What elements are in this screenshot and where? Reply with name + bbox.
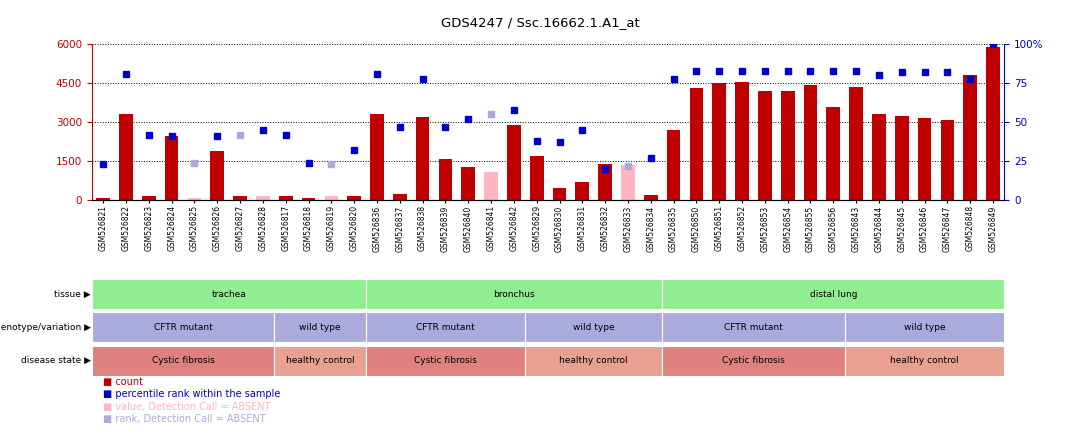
Bar — [895, 115, 908, 200]
Bar — [233, 196, 247, 200]
Bar — [188, 198, 201, 200]
Bar — [438, 159, 453, 200]
Bar — [301, 198, 315, 200]
Bar — [713, 83, 726, 200]
Bar — [324, 196, 338, 200]
Bar — [576, 182, 590, 200]
Bar — [279, 196, 293, 200]
Bar — [507, 125, 521, 200]
Text: ■ rank, Detection Call = ABSENT: ■ rank, Detection Call = ABSENT — [103, 414, 266, 424]
Text: GDS4247 / Ssc.16662.1.A1_at: GDS4247 / Ssc.16662.1.A1_at — [441, 16, 639, 28]
Bar — [804, 84, 818, 200]
Bar — [758, 91, 772, 200]
Bar — [141, 196, 156, 200]
Bar — [621, 165, 635, 200]
Text: healthy control: healthy control — [890, 356, 959, 365]
Text: CFTR mutant: CFTR mutant — [416, 323, 475, 332]
Bar — [644, 194, 658, 200]
Bar — [274, 346, 365, 376]
Bar — [348, 196, 361, 200]
Bar — [662, 313, 845, 342]
Text: healthy control: healthy control — [559, 356, 629, 365]
Text: healthy control: healthy control — [285, 356, 354, 365]
Bar — [256, 196, 270, 200]
Text: genotype/variation ▶: genotype/variation ▶ — [0, 323, 91, 332]
Text: distal lung: distal lung — [810, 289, 858, 299]
Bar — [918, 118, 931, 200]
Bar — [92, 313, 274, 342]
Bar — [826, 107, 840, 200]
Bar — [365, 279, 662, 309]
Bar — [662, 279, 1004, 309]
Bar — [963, 75, 977, 200]
Bar — [662, 346, 845, 376]
Bar — [393, 194, 407, 200]
Bar — [96, 198, 110, 200]
Bar — [365, 346, 525, 376]
Bar — [119, 114, 133, 200]
Bar — [211, 151, 225, 200]
Text: Cystic fibrosis: Cystic fibrosis — [151, 356, 215, 365]
Bar — [735, 82, 748, 200]
Text: ■ count: ■ count — [103, 377, 143, 387]
Bar — [165, 136, 178, 200]
Bar — [92, 346, 274, 376]
Text: bronchus: bronchus — [494, 289, 535, 299]
Text: disease state ▶: disease state ▶ — [21, 356, 91, 365]
Bar — [986, 47, 1000, 200]
Bar — [872, 114, 886, 200]
Text: ■ value, Detection Call = ABSENT: ■ value, Detection Call = ABSENT — [103, 402, 270, 412]
Bar — [525, 346, 662, 376]
Bar — [666, 130, 680, 200]
Bar — [484, 172, 498, 200]
Bar — [941, 119, 955, 200]
Text: Cystic fibrosis: Cystic fibrosis — [414, 356, 477, 365]
Text: ■ percentile rank within the sample: ■ percentile rank within the sample — [103, 389, 280, 399]
Text: Cystic fibrosis: Cystic fibrosis — [723, 356, 785, 365]
Bar — [274, 313, 365, 342]
Text: CFTR mutant: CFTR mutant — [724, 323, 783, 332]
Text: wild type: wild type — [299, 323, 341, 332]
Bar — [92, 279, 365, 309]
Bar — [781, 91, 795, 200]
Bar — [365, 313, 525, 342]
Bar — [689, 88, 703, 200]
Text: wild type: wild type — [904, 323, 945, 332]
Bar — [553, 188, 566, 200]
Bar — [416, 117, 430, 200]
Bar — [370, 114, 383, 200]
Text: CFTR mutant: CFTR mutant — [153, 323, 213, 332]
Bar — [530, 156, 543, 200]
Bar — [461, 166, 475, 200]
Text: wild type: wild type — [572, 323, 615, 332]
Bar — [845, 313, 1004, 342]
Bar — [525, 313, 662, 342]
Bar — [845, 346, 1004, 376]
Bar — [598, 164, 612, 200]
Bar — [849, 87, 863, 200]
Text: tissue ▶: tissue ▶ — [54, 289, 91, 299]
Text: trachea: trachea — [212, 289, 246, 299]
